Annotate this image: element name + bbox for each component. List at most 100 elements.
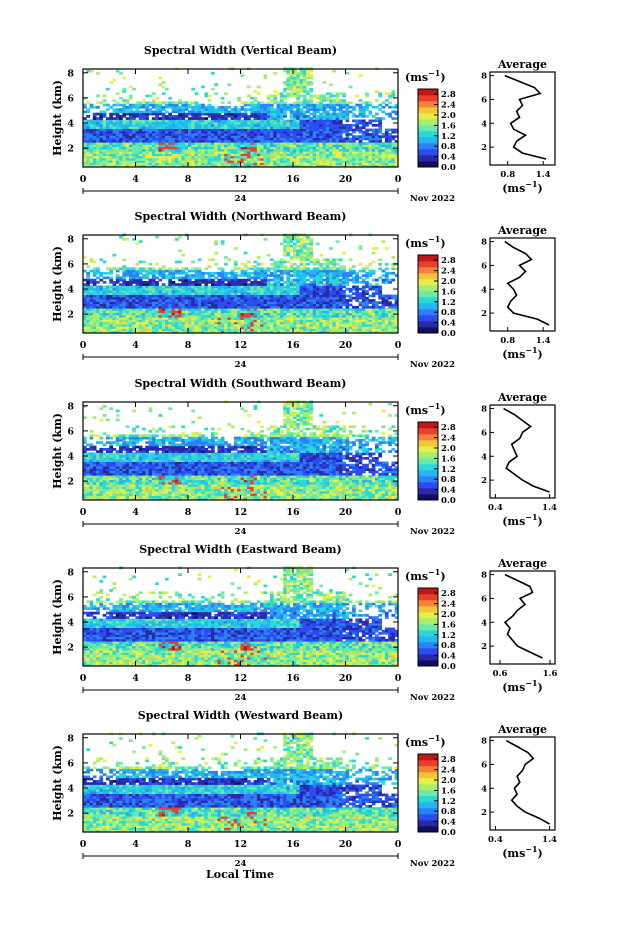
heatmap-cell <box>138 303 143 307</box>
heatmap-cell <box>151 287 156 291</box>
heatmap-cell <box>322 144 327 148</box>
heatmap-cell <box>260 294 264 298</box>
heatmap-cell <box>112 299 117 302</box>
heatmap-cell <box>319 317 323 320</box>
heatmap-cell <box>109 121 113 125</box>
heatmap-cell <box>224 292 228 295</box>
heatmap-cell <box>161 317 166 320</box>
heatmap-cell <box>132 115 136 118</box>
heatmap-cell <box>266 274 271 277</box>
heatmap-cell <box>151 299 156 302</box>
heatmap-cell <box>253 110 258 114</box>
heatmap-cell <box>214 285 218 289</box>
heatmap-cell <box>263 119 268 123</box>
heatmap-cell <box>214 299 218 302</box>
heatmap-cell <box>270 133 274 136</box>
heatmap-cell <box>204 314 209 318</box>
heatmap-cell <box>168 281 172 284</box>
heatmap-cell <box>138 121 143 125</box>
heatmap-cell <box>335 155 340 159</box>
heatmap-cell <box>184 144 189 148</box>
heatmap-cell <box>247 271 251 275</box>
heatmap-cell <box>135 267 140 271</box>
heatmap-cell <box>83 158 87 161</box>
heatmap-cell <box>309 87 314 91</box>
heatmap-cell <box>83 103 87 107</box>
heatmap-cell <box>316 155 320 159</box>
heatmap-cell <box>381 144 386 148</box>
heatmap-cell <box>142 103 146 107</box>
heatmap-cell <box>279 317 284 320</box>
heatmap-cell <box>128 158 133 161</box>
heatmap-cell <box>276 269 281 273</box>
heatmap-cell <box>230 133 235 136</box>
heatmap-cell <box>178 310 182 314</box>
heatmap-cell <box>142 294 146 298</box>
heatmap-cell <box>266 155 271 159</box>
heatmap-cell <box>122 128 127 132</box>
heatmap-cell <box>207 281 212 284</box>
heatmap-cell <box>178 276 182 280</box>
heatmap-cell <box>306 115 310 118</box>
colorbar-tick-label: 2.0 <box>441 111 456 121</box>
heatmap-cell <box>142 321 146 325</box>
heatmap-cell <box>188 110 192 114</box>
heatmap-cell <box>119 324 123 327</box>
heatmap-cell <box>240 74 245 77</box>
heatmap-cell <box>240 105 245 109</box>
heatmap-cell <box>230 310 235 314</box>
heatmap-cell <box>240 278 245 282</box>
heatmap-cell <box>293 287 297 291</box>
heatmap-cell <box>99 112 104 116</box>
heatmap-cell <box>191 121 195 125</box>
colorbar-swatch <box>418 131 438 138</box>
heatmap-cell <box>325 133 330 136</box>
heatmap-cell <box>325 92 330 96</box>
heatmap-cell <box>125 305 130 309</box>
heatmap-cell <box>384 92 389 96</box>
heatmap-cell <box>96 276 100 280</box>
heatmap-cell <box>201 148 205 152</box>
heatmap-cell <box>168 310 172 314</box>
heatmap-cell <box>302 85 307 89</box>
heatmap-cell <box>86 265 90 268</box>
heatmap-cell <box>263 292 268 295</box>
heatmap-cell <box>227 121 232 125</box>
heatmap-cell <box>174 283 179 286</box>
heatmap-cell <box>296 314 300 318</box>
heatmap-cell <box>279 151 284 154</box>
heatmap-cell <box>233 126 238 129</box>
heatmap-cell <box>329 133 333 136</box>
heatmap-cell <box>237 274 241 277</box>
heatmap-cell <box>128 321 133 325</box>
heatmap-cell <box>83 126 87 129</box>
heatmap-cell <box>158 303 163 307</box>
heatmap-cell <box>273 305 277 309</box>
heatmap-cell <box>289 108 294 111</box>
heatmap-cell <box>289 305 294 309</box>
heatmap-cell <box>125 130 130 134</box>
heatmap-cell <box>122 144 127 148</box>
heatmap-cell <box>122 269 127 273</box>
heatmap-cell <box>283 324 287 327</box>
heatmap-cell <box>270 267 274 271</box>
heatmap-cell <box>381 151 386 154</box>
heatmap-cell <box>319 139 323 143</box>
heatmap-cell <box>335 162 340 166</box>
heatmap-cell <box>316 328 320 332</box>
heatmap-cell <box>158 287 163 291</box>
heatmap-cell <box>247 314 251 318</box>
heatmap-cell <box>293 278 297 282</box>
heatmap-cell <box>115 142 120 145</box>
heatmap-cell <box>289 269 294 273</box>
heatmap-cell <box>250 305 254 309</box>
heatmap-cell <box>211 321 215 325</box>
heatmap-cell <box>99 294 104 298</box>
heatmap-cell <box>338 110 343 114</box>
heatmap-cell <box>99 305 104 309</box>
heatmap-cell <box>302 99 307 102</box>
heatmap-cell <box>316 305 320 309</box>
heatmap-cell <box>96 124 100 127</box>
heatmap-cell <box>233 271 238 275</box>
heatmap-cell <box>174 126 179 129</box>
